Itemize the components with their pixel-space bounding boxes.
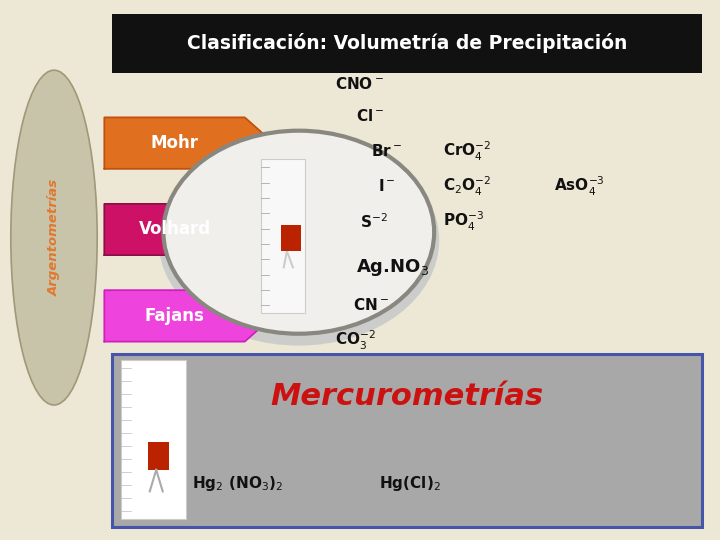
Circle shape xyxy=(163,131,434,334)
FancyBboxPatch shape xyxy=(112,354,702,526)
FancyBboxPatch shape xyxy=(261,159,305,313)
Text: Mohr: Mohr xyxy=(150,134,199,152)
Ellipse shape xyxy=(11,70,97,405)
FancyBboxPatch shape xyxy=(121,360,186,519)
Text: CO$_3^{-2}$: CO$_3^{-2}$ xyxy=(335,329,376,352)
Text: S$^{-2}$: S$^{-2}$ xyxy=(360,212,388,231)
Text: Argentometrías: Argentometrías xyxy=(48,179,60,296)
Text: I$^-$: I$^-$ xyxy=(378,178,396,194)
FancyBboxPatch shape xyxy=(281,225,301,251)
Text: Br$^-$: Br$^-$ xyxy=(371,143,402,159)
Circle shape xyxy=(158,135,439,346)
Polygon shape xyxy=(104,291,274,342)
FancyBboxPatch shape xyxy=(148,442,169,470)
Text: C$_2$O$_4^{-2}$: C$_2$O$_4^{-2}$ xyxy=(443,175,491,198)
Text: Ag.NO$_3$: Ag.NO$_3$ xyxy=(356,257,429,278)
Text: CN$^-$: CN$^-$ xyxy=(353,297,389,313)
Polygon shape xyxy=(104,117,274,168)
Text: Hg(Cl)$_2$: Hg(Cl)$_2$ xyxy=(379,474,441,493)
Text: Fajans: Fajans xyxy=(145,307,204,325)
Text: CrO$_4^{-2}$: CrO$_4^{-2}$ xyxy=(443,140,491,163)
Text: PO$_4^{-3}$: PO$_4^{-3}$ xyxy=(443,210,484,233)
Text: Volhard: Volhard xyxy=(138,220,211,239)
Text: Cl$^-$: Cl$^-$ xyxy=(356,108,384,124)
Text: Mercurometrías: Mercurometrías xyxy=(270,382,544,411)
FancyBboxPatch shape xyxy=(112,14,702,73)
Text: Hg$_2$ (NO$_3$)$_2$: Hg$_2$ (NO$_3$)$_2$ xyxy=(192,474,283,493)
Text: Clasificación: Volumetría de Precipitación: Clasificación: Volumetría de Precipitaci… xyxy=(186,33,627,53)
Text: AsO$_4^{-3}$: AsO$_4^{-3}$ xyxy=(554,175,606,198)
Polygon shape xyxy=(104,204,274,255)
Text: CNO$^-$: CNO$^-$ xyxy=(335,76,384,92)
